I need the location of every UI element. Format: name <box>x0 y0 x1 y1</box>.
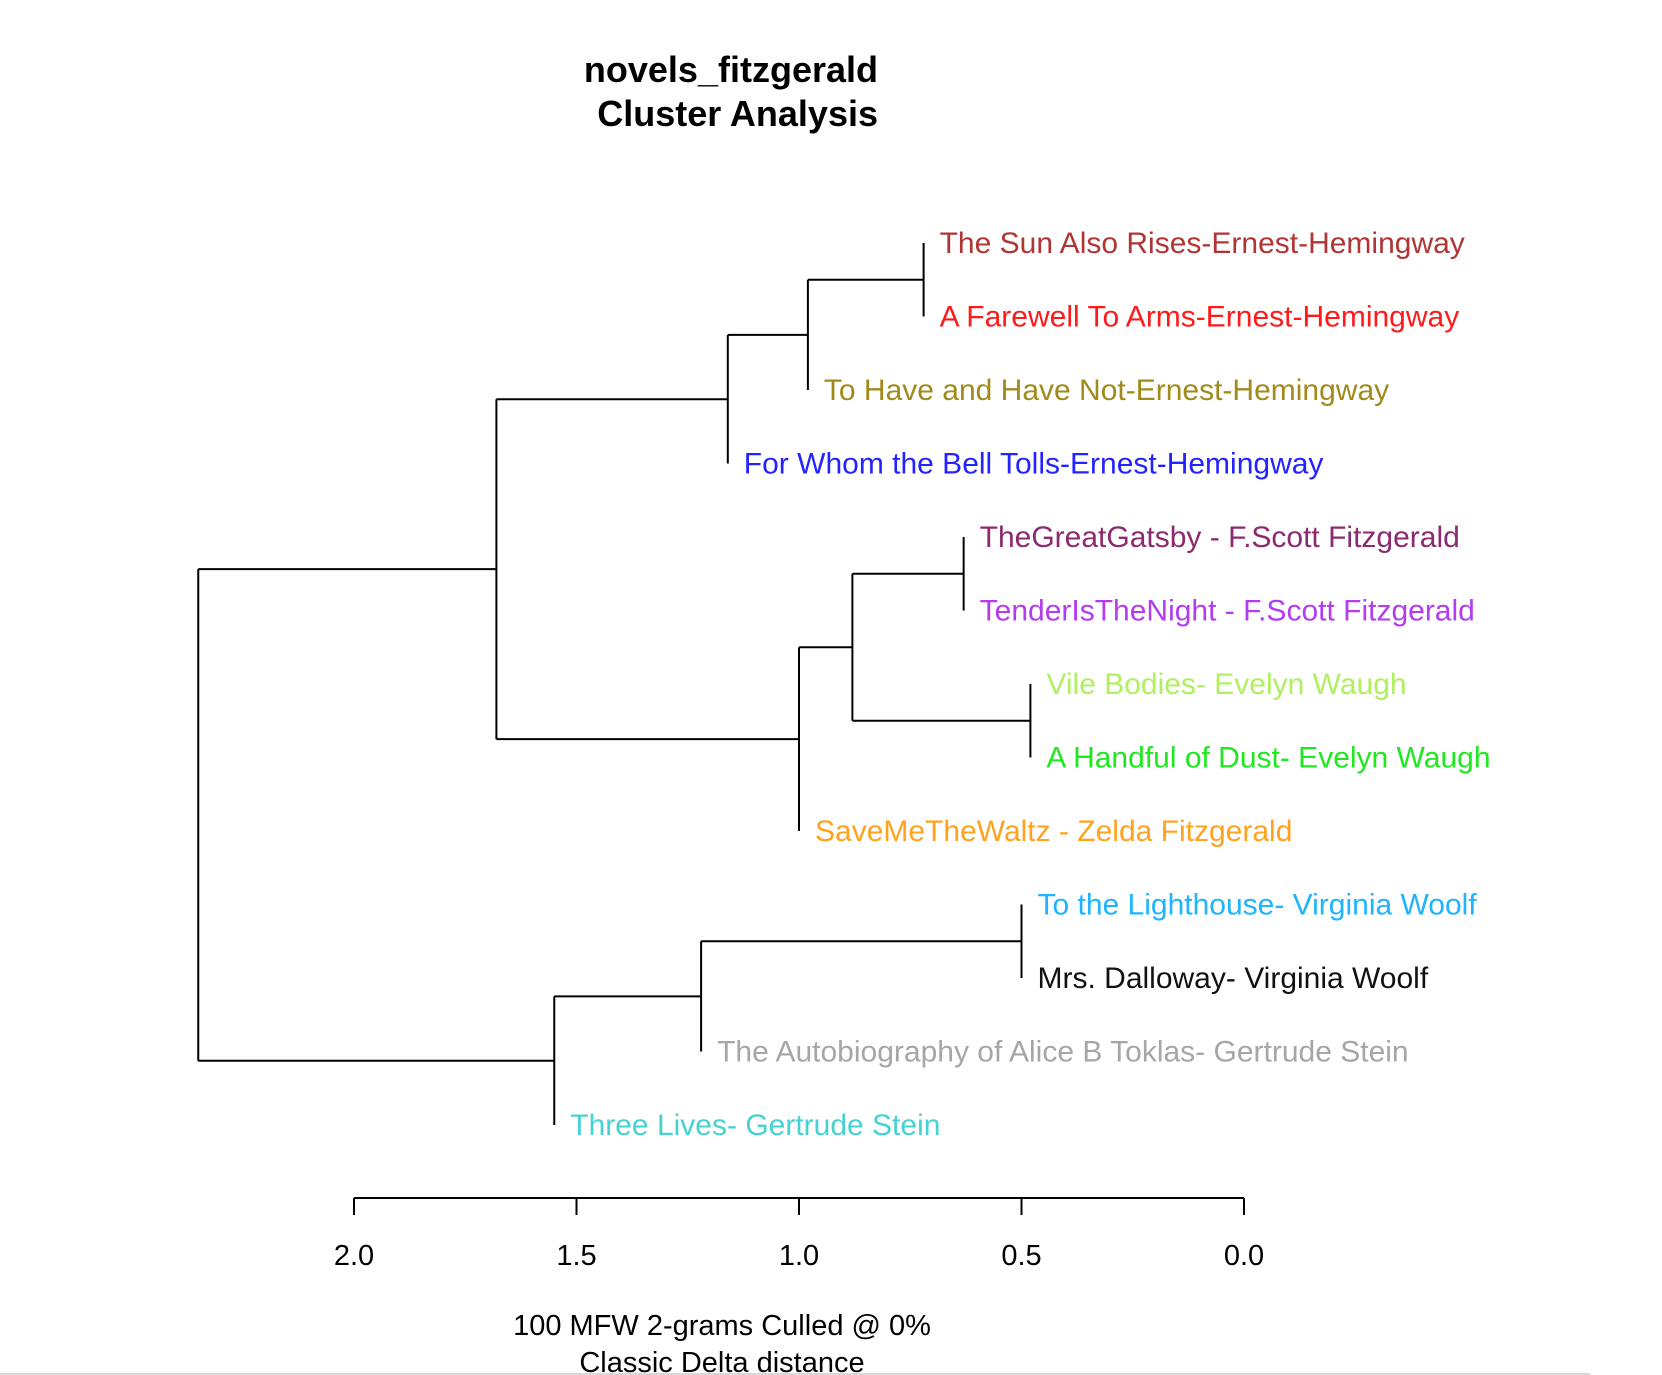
x-tick-label-3: 0.5 <box>1001 1240 1041 1272</box>
chart-title-line2: Cluster Analysis <box>597 93 878 134</box>
x-tick-label-4: 0.0 <box>1224 1240 1264 1272</box>
leaf-label-7: A Handful of Dust- Evelyn Waugh <box>1046 742 1490 775</box>
leaf-label-11: The Autobiography of Alice B Toklas- Ger… <box>717 1036 1409 1069</box>
leaf-label-12: Three Lives- Gertrude Stein <box>570 1109 940 1142</box>
x-tick-label-0: 2.0 <box>334 1240 374 1272</box>
leaf-label-8: SaveMeTheWaltz - Zelda Fitzgerald <box>815 815 1292 848</box>
leaf-label-1: A Farewell To Arms-Ernest-Hemingway <box>940 301 1460 334</box>
x-tick-label-1: 1.5 <box>556 1240 596 1272</box>
x-axis: 2.0 1.5 1.0 0.5 0.0 <box>334 1197 1264 1272</box>
x-tick-label-2: 1.0 <box>779 1240 819 1272</box>
leaf-label-6: Vile Bodies- Evelyn Waugh <box>1046 668 1406 701</box>
leaf-labels: The Sun Also Rises-Ernest-Hemingway A Far… <box>570 227 1490 1142</box>
dendrogram-branches <box>197 243 1032 1125</box>
leaf-label-3: For Whom the Bell Tolls-Ernest-Hemingway <box>744 448 1324 481</box>
leaf-label-4: TheGreatGatsby - F.Scott Fitzgerald <box>980 521 1460 554</box>
leaf-label-10: Mrs. Dalloway- Virginia Woolf <box>1038 962 1429 995</box>
leaf-label-9: To the Lighthouse- Virginia Woolf <box>1038 889 1478 922</box>
leaf-label-0: The Sun Also Rises-Ernest-Hemingway <box>940 227 1465 260</box>
x-axis-label-line1: 100 MFW 2-grams Culled @ 0% <box>513 1310 931 1342</box>
x-axis-label-line2: Classic Delta distance <box>579 1347 864 1375</box>
leaf-label-5: TenderIsTheNight - F.Scott Fitzgerald <box>980 595 1475 628</box>
chart-title-line1: novels_fitzgerald <box>584 49 878 90</box>
leaf-label-2: To Have and Have Not-Ernest-Hemingway <box>824 374 1389 407</box>
